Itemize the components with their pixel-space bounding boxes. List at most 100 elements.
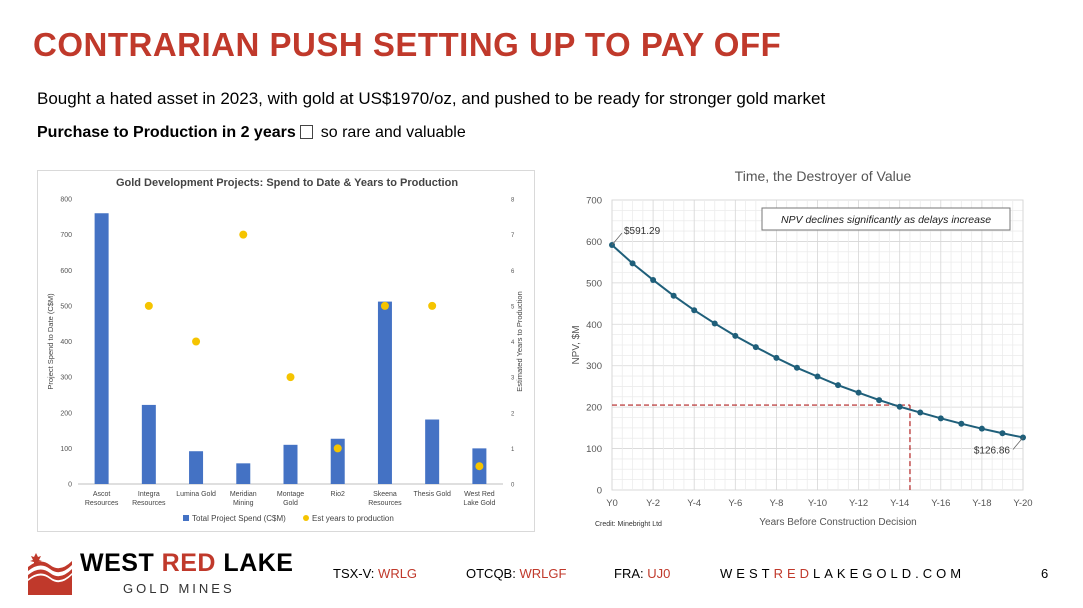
spend-chart: Gold Development Projects: Spend to Date… <box>37 170 535 532</box>
company-logo: WEST RED LAKE GOLD MINES <box>28 549 308 599</box>
x-tick-label: Y-12 <box>849 498 868 509</box>
data-point <box>814 373 821 380</box>
y-tick-label: 400 <box>586 320 602 331</box>
data-point <box>711 320 718 327</box>
y-tick-label: 700 <box>60 232 72 239</box>
y2-tick-label: 6 <box>511 269 515 275</box>
bar <box>283 444 298 484</box>
bar <box>425 419 440 484</box>
x-tick-label: West Red <box>464 491 495 498</box>
x-tick-label: Y-18 <box>972 498 991 509</box>
y2-tick-label: 2 <box>511 411 515 417</box>
slide-subtitle: Bought a hated asset in 2023, with gold … <box>37 89 826 108</box>
legend-bar-swatch <box>183 515 189 521</box>
chart1-title: Gold Development Projects: Spend to Date… <box>116 177 458 189</box>
logo-word-west: WEST <box>80 549 155 577</box>
y-tick-label: 100 <box>60 446 72 453</box>
data-point <box>773 354 780 361</box>
x-tick-label: Rio2 <box>331 491 346 498</box>
y2-tick-label: 5 <box>511 304 515 310</box>
x-tick-label: Montage <box>277 491 304 498</box>
data-point <box>978 425 985 432</box>
x-tick-label: Meridian <box>230 491 257 498</box>
data-point <box>896 403 903 410</box>
page-number: 6 <box>1041 566 1049 581</box>
x-tick-label: Y-20 <box>1013 498 1032 509</box>
legend-dot-label: Est years to production <box>312 514 394 523</box>
y-tick-label: 400 <box>60 339 72 346</box>
highlight-line: Purchase to Production in 2 years so rare… <box>37 124 466 142</box>
scatter-point <box>192 337 201 346</box>
scatter-point <box>428 301 437 310</box>
y-tick-label: 800 <box>60 197 72 204</box>
x-tick-label: Y-8 <box>769 498 783 509</box>
logo-subtext: GOLD MINES <box>123 581 235 596</box>
y2-tick-label: 4 <box>511 340 515 346</box>
y-tick-label: 0 <box>597 486 602 497</box>
data-point <box>876 397 883 404</box>
data-point <box>917 409 924 416</box>
logo-word-red: RED <box>161 549 216 577</box>
y-tick-label: 200 <box>60 410 72 417</box>
y-axis-label: Project Spend to Date (C$M) <box>46 293 55 390</box>
callout-text: NPV declines significantly as delays inc… <box>781 214 991 226</box>
y-axis-label: NPV, $M <box>571 325 582 364</box>
scatter-point <box>333 444 342 453</box>
data-point <box>937 415 944 422</box>
maple-leaf-logo-icon <box>28 551 72 595</box>
y-tick-label: 600 <box>586 237 602 248</box>
x-tick-label: Y-2 <box>646 498 660 509</box>
logo-wordmark: WEST RED LAKE <box>80 549 293 578</box>
data-point <box>752 344 759 351</box>
missing-glyph-icon <box>299 125 313 139</box>
bar <box>189 451 204 484</box>
data-point <box>855 389 862 396</box>
y2-tick-label: 7 <box>511 233 515 239</box>
data-point <box>958 420 965 427</box>
y-tick-label: 300 <box>586 361 602 372</box>
logo-word-lake: LAKE <box>223 549 294 577</box>
x-tick-label: Y-4 <box>687 498 701 509</box>
x-tick-label: Lumina Gold <box>176 491 216 498</box>
y-tick-label: 700 <box>586 196 602 207</box>
legend-dot-swatch <box>303 515 309 521</box>
x-tick-label: Gold <box>283 500 298 507</box>
y-tick-label: 0 <box>68 482 72 489</box>
y-tick-label: 500 <box>586 278 602 289</box>
x-tick-label: Y-16 <box>931 498 950 509</box>
x-tick-label: Mining <box>233 500 254 507</box>
y2-tick-label: 1 <box>511 447 515 453</box>
legend-bar-label: Total Project Spend (C$M) <box>192 514 286 523</box>
start-value-label: $591.29 <box>624 226 661 237</box>
y2-axis-label: Estimated Years to Production <box>515 291 524 391</box>
x-tick-label: Skeena <box>373 491 397 498</box>
x-tick-label: Resources <box>132 500 166 507</box>
x-tick-label: Integra <box>138 491 160 498</box>
website-link[interactable]: WESTREDLAKEGOLD.COM <box>720 566 966 581</box>
data-point <box>793 364 800 371</box>
callout-box <box>761 207 1011 231</box>
ticker-tsxv: TSX-V: WRLG <box>333 566 418 581</box>
x-axis-label: Years Before Construction Decision <box>759 517 917 528</box>
x-tick-label: Thesis Gold <box>413 491 450 498</box>
data-point <box>835 382 842 389</box>
npv-chart: Time, the Destroyer of Value 0 100 200 300 40… <box>565 160 1035 532</box>
data-point <box>650 276 657 283</box>
chart-credit: Credit: Minebright Ltd <box>595 521 662 528</box>
npv-chart-svg: Time, the Destroyer of Value 0 100 200 300 40… <box>571 168 1033 528</box>
y-tick-label: 100 <box>586 444 602 455</box>
start-label-leader <box>611 232 623 246</box>
x-tick-label: Y-10 <box>808 498 827 509</box>
y2-tick-label: 0 <box>511 483 515 489</box>
spend-chart-svg: Gold Development Projects: Spend to Date… <box>46 177 524 523</box>
bar <box>141 404 156 484</box>
y-tick-label: 200 <box>586 403 602 414</box>
x-tick-label: Resources <box>368 500 402 507</box>
x-tick-label: Y0 <box>606 498 618 509</box>
data-point <box>999 430 1006 437</box>
bar <box>377 301 392 484</box>
y-tick-label: 500 <box>60 303 72 310</box>
scatter-point <box>144 301 153 310</box>
end-value-label: $126.86 <box>974 445 1011 456</box>
x-tick-label: Resources <box>85 500 119 507</box>
